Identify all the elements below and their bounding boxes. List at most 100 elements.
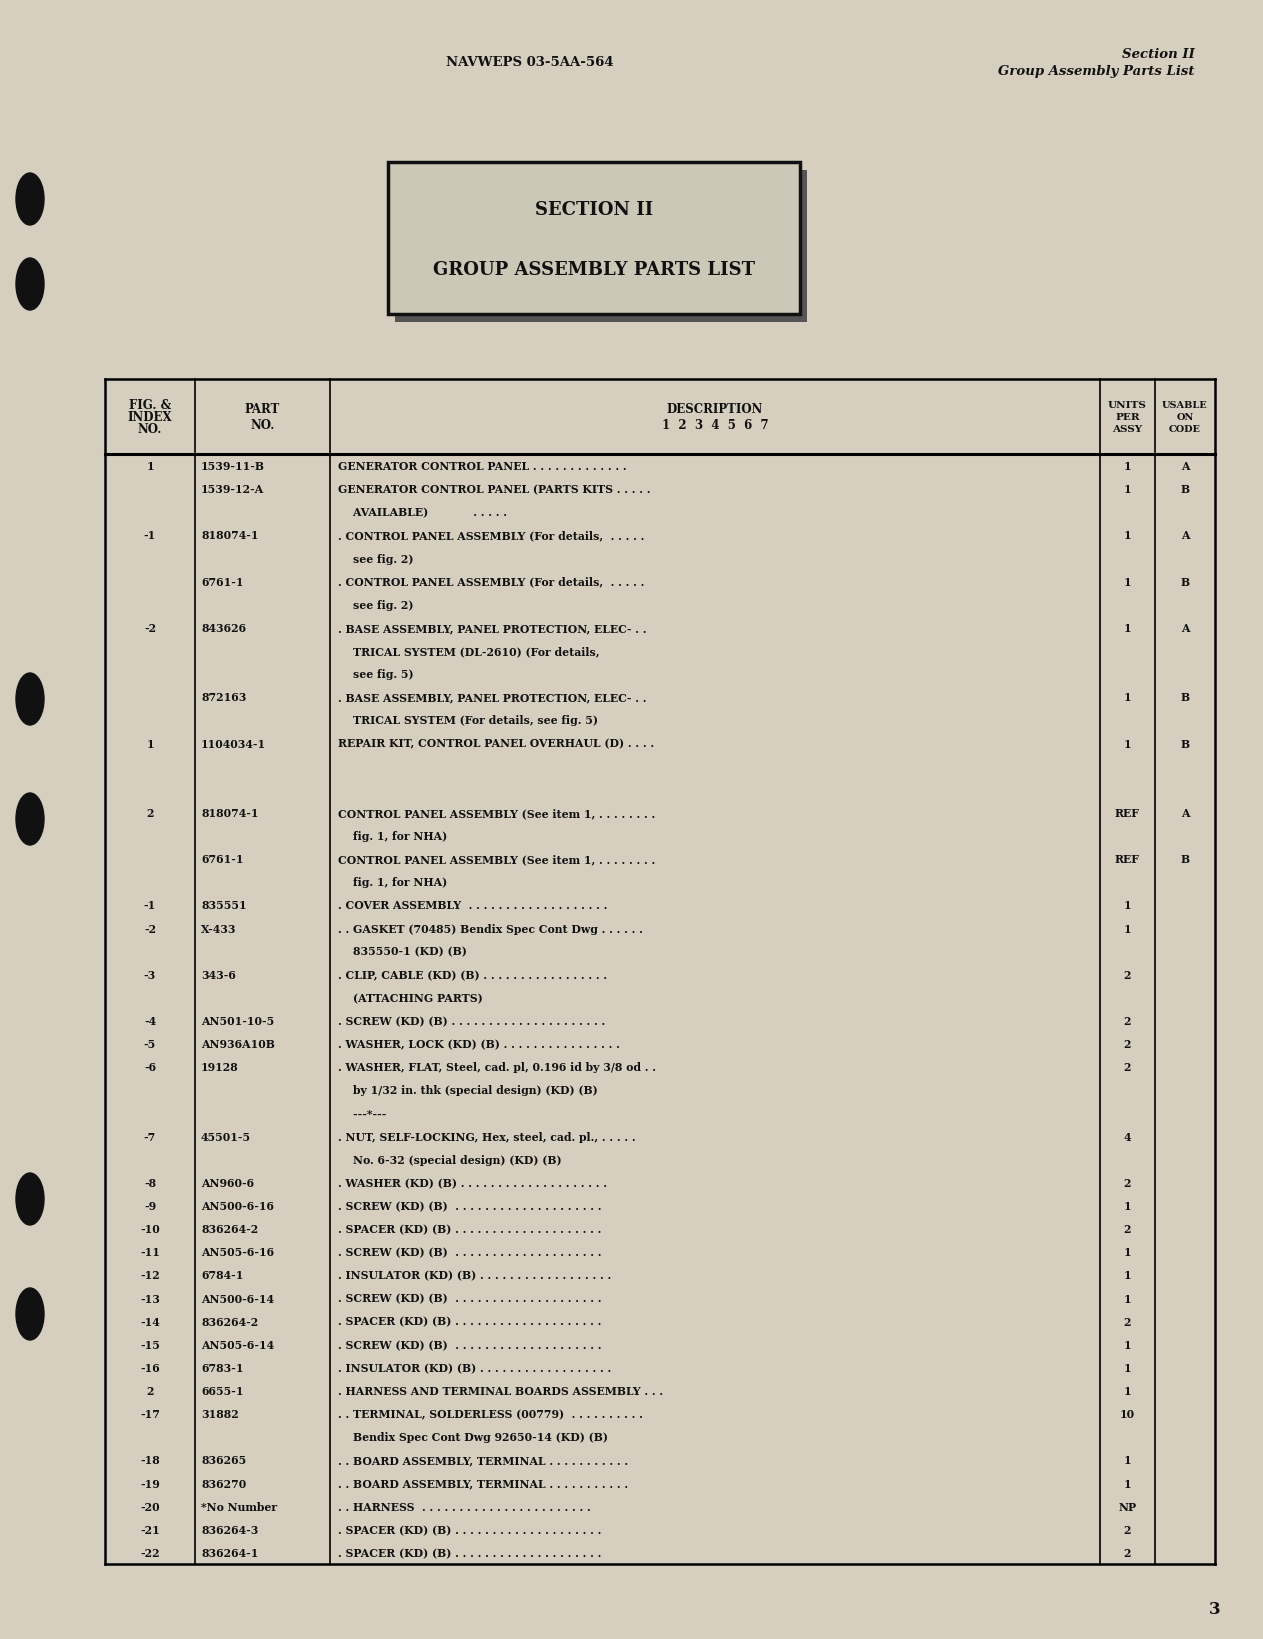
Text: 1: 1 <box>1124 529 1132 541</box>
Text: 2: 2 <box>1124 969 1132 980</box>
Text: 6761-1: 6761-1 <box>201 577 244 587</box>
Text: A: A <box>1181 808 1190 818</box>
Text: B: B <box>1181 854 1190 865</box>
Text: REPAIR KIT, CONTROL PANEL OVERHAUL (D) . . . .: REPAIR KIT, CONTROL PANEL OVERHAUL (D) .… <box>338 738 654 749</box>
Text: AN500-6-14: AN500-6-14 <box>201 1293 274 1303</box>
Text: (ATTACHING PARTS): (ATTACHING PARTS) <box>338 992 482 1003</box>
Text: 1: 1 <box>1124 1454 1132 1465</box>
Text: 1: 1 <box>1124 923 1132 934</box>
Text: 836264-1: 836264-1 <box>201 1547 259 1559</box>
Text: -2: -2 <box>144 623 157 634</box>
Text: AN501-10-5: AN501-10-5 <box>201 1016 274 1026</box>
Text: TRICAL SYSTEM (For details, see fig. 5): TRICAL SYSTEM (For details, see fig. 5) <box>338 715 597 726</box>
Text: 836264-2: 836264-2 <box>201 1223 258 1234</box>
Text: -1: -1 <box>144 529 157 541</box>
Text: Group Assembly Parts List: Group Assembly Parts List <box>999 66 1195 79</box>
Text: by 1/32 in. thk (special design) (KD) (B): by 1/32 in. thk (special design) (KD) (B… <box>338 1085 597 1096</box>
Text: -1: -1 <box>144 900 157 911</box>
Text: -10: -10 <box>140 1223 160 1234</box>
Ellipse shape <box>16 1174 44 1226</box>
Text: 1: 1 <box>147 461 154 472</box>
Text: 1: 1 <box>1124 461 1132 472</box>
Text: NP: NP <box>1119 1501 1137 1511</box>
Text: 1: 1 <box>1124 1247 1132 1257</box>
Text: -9: -9 <box>144 1200 157 1211</box>
Text: Section II: Section II <box>1122 49 1195 61</box>
Text: No. 6-32 (special design) (KD) (B): No. 6-32 (special design) (KD) (B) <box>338 1154 562 1165</box>
Text: 843626: 843626 <box>201 623 246 634</box>
Text: CODE: CODE <box>1170 425 1201 434</box>
Text: 2: 2 <box>1124 1062 1132 1072</box>
Text: 6761-1: 6761-1 <box>201 854 244 865</box>
Text: . SPACER (KD) (B) . . . . . . . . . . . . . . . . . . . .: . SPACER (KD) (B) . . . . . . . . . . . … <box>338 1524 601 1534</box>
Text: A: A <box>1181 623 1190 634</box>
Text: TRICAL SYSTEM (DL-2610) (For details,: TRICAL SYSTEM (DL-2610) (For details, <box>338 646 600 657</box>
Text: CONTROL PANEL ASSEMBLY (See item 1, . . . . . . . .: CONTROL PANEL ASSEMBLY (See item 1, . . … <box>338 854 655 865</box>
Text: UNITS: UNITS <box>1108 402 1147 410</box>
Text: . WASHER (KD) (B) . . . . . . . . . . . . . . . . . . . .: . WASHER (KD) (B) . . . . . . . . . . . … <box>338 1177 608 1188</box>
Text: PER: PER <box>1115 413 1139 421</box>
Bar <box>395 170 807 323</box>
Text: . CONTROL PANEL ASSEMBLY (For details,  . . . . .: . CONTROL PANEL ASSEMBLY (For details, .… <box>338 529 644 541</box>
Text: 1: 1 <box>1124 1362 1132 1373</box>
Text: . INSULATOR (KD) (B) . . . . . . . . . . . . . . . . . .: . INSULATOR (KD) (B) . . . . . . . . . .… <box>338 1270 611 1280</box>
Text: AVAILABLE)            . . . . .: AVAILABLE) . . . . . <box>338 506 506 518</box>
Text: 2: 2 <box>1124 1016 1132 1026</box>
Text: AN960-6: AN960-6 <box>201 1177 254 1188</box>
Text: . SCREW (KD) (B)  . . . . . . . . . . . . . . . . . . . .: . SCREW (KD) (B) . . . . . . . . . . . .… <box>338 1293 601 1303</box>
Text: . BASE ASSEMBLY, PANEL PROTECTION, ELEC- . .: . BASE ASSEMBLY, PANEL PROTECTION, ELEC-… <box>338 692 647 703</box>
Text: *No Number: *No Number <box>201 1501 277 1511</box>
Text: USABLE: USABLE <box>1162 402 1207 410</box>
Text: Bendix Spec Cont Dwg 92650-14 (KD) (B): Bendix Spec Cont Dwg 92650-14 (KD) (B) <box>338 1431 608 1442</box>
Text: 836264-3: 836264-3 <box>201 1524 259 1534</box>
Text: . . TERMINAL, SOLDERLESS (00779)  . . . . . . . . . .: . . TERMINAL, SOLDERLESS (00779) . . . .… <box>338 1408 643 1419</box>
Text: 6783-1: 6783-1 <box>201 1362 244 1373</box>
Text: . COVER ASSEMBLY  . . . . . . . . . . . . . . . . . . .: . COVER ASSEMBLY . . . . . . . . . . . .… <box>338 900 608 911</box>
Text: . CONTROL PANEL ASSEMBLY (For details,  . . . . .: . CONTROL PANEL ASSEMBLY (For details, .… <box>338 577 644 587</box>
Text: AN936A10B: AN936A10B <box>201 1039 275 1049</box>
Text: -14: -14 <box>140 1316 160 1328</box>
Bar <box>388 162 799 315</box>
Text: NO.: NO. <box>250 418 274 431</box>
Text: -13: -13 <box>140 1293 160 1303</box>
Text: NAVWEPS 03-5AA-564: NAVWEPS 03-5AA-564 <box>446 56 614 69</box>
Text: 19128: 19128 <box>201 1062 239 1072</box>
Text: 1  2  3  4  5  6  7: 1 2 3 4 5 6 7 <box>662 418 768 431</box>
Text: -15: -15 <box>140 1339 160 1351</box>
Text: . SCREW (KD) (B)  . . . . . . . . . . . . . . . . . . . .: . SCREW (KD) (B) . . . . . . . . . . . .… <box>338 1247 601 1257</box>
Text: GROUP ASSEMBLY PARTS LIST: GROUP ASSEMBLY PARTS LIST <box>433 261 755 279</box>
Text: FIG. &: FIG. & <box>129 398 171 411</box>
Text: AN505-6-16: AN505-6-16 <box>201 1247 274 1257</box>
Text: 2: 2 <box>1124 1223 1132 1234</box>
Text: CONTROL PANEL ASSEMBLY (See item 1, . . . . . . . .: CONTROL PANEL ASSEMBLY (See item 1, . . … <box>338 808 655 818</box>
Text: -19: -19 <box>140 1478 160 1488</box>
Text: -11: -11 <box>140 1247 160 1257</box>
Ellipse shape <box>16 259 44 311</box>
Text: 6784-1: 6784-1 <box>201 1270 244 1280</box>
Text: 2: 2 <box>1124 1177 1132 1188</box>
Text: . SCREW (KD) (B) . . . . . . . . . . . . . . . . . . . . .: . SCREW (KD) (B) . . . . . . . . . . . .… <box>338 1016 605 1026</box>
Text: 1: 1 <box>1124 623 1132 634</box>
Text: -16: -16 <box>140 1362 160 1373</box>
Text: 1104034-1: 1104034-1 <box>201 738 266 749</box>
Text: . . BOARD ASSEMBLY, TERMINAL . . . . . . . . . . .: . . BOARD ASSEMBLY, TERMINAL . . . . . .… <box>338 1454 628 1465</box>
Ellipse shape <box>16 1288 44 1341</box>
Text: GENERATOR CONTROL PANEL . . . . . . . . . . . . .: GENERATOR CONTROL PANEL . . . . . . . . … <box>338 461 626 472</box>
Text: 1539-11-B: 1539-11-B <box>201 461 265 472</box>
Text: 836270: 836270 <box>201 1478 246 1488</box>
Text: -21: -21 <box>140 1524 160 1534</box>
Text: -2: -2 <box>144 923 157 934</box>
Text: . HARNESS AND TERMINAL BOARDS ASSEMBLY . . .: . HARNESS AND TERMINAL BOARDS ASSEMBLY .… <box>338 1385 663 1396</box>
Text: . NUT, SELF-LOCKING, Hex, steel, cad. pl., . . . . .: . NUT, SELF-LOCKING, Hex, steel, cad. pl… <box>338 1131 635 1142</box>
Text: NO.: NO. <box>138 423 162 436</box>
Text: 1: 1 <box>1124 484 1132 495</box>
Text: see fig. 2): see fig. 2) <box>338 554 413 564</box>
Text: 1: 1 <box>1124 1270 1132 1280</box>
Text: 2: 2 <box>147 1385 154 1396</box>
Text: see fig. 2): see fig. 2) <box>338 600 413 610</box>
Text: 1: 1 <box>1124 738 1132 749</box>
Text: 1: 1 <box>1124 1385 1132 1396</box>
Text: -17: -17 <box>140 1408 160 1419</box>
Text: -7: -7 <box>144 1131 157 1142</box>
Text: . SPACER (KD) (B) . . . . . . . . . . . . . . . . . . . .: . SPACER (KD) (B) . . . . . . . . . . . … <box>338 1223 601 1234</box>
